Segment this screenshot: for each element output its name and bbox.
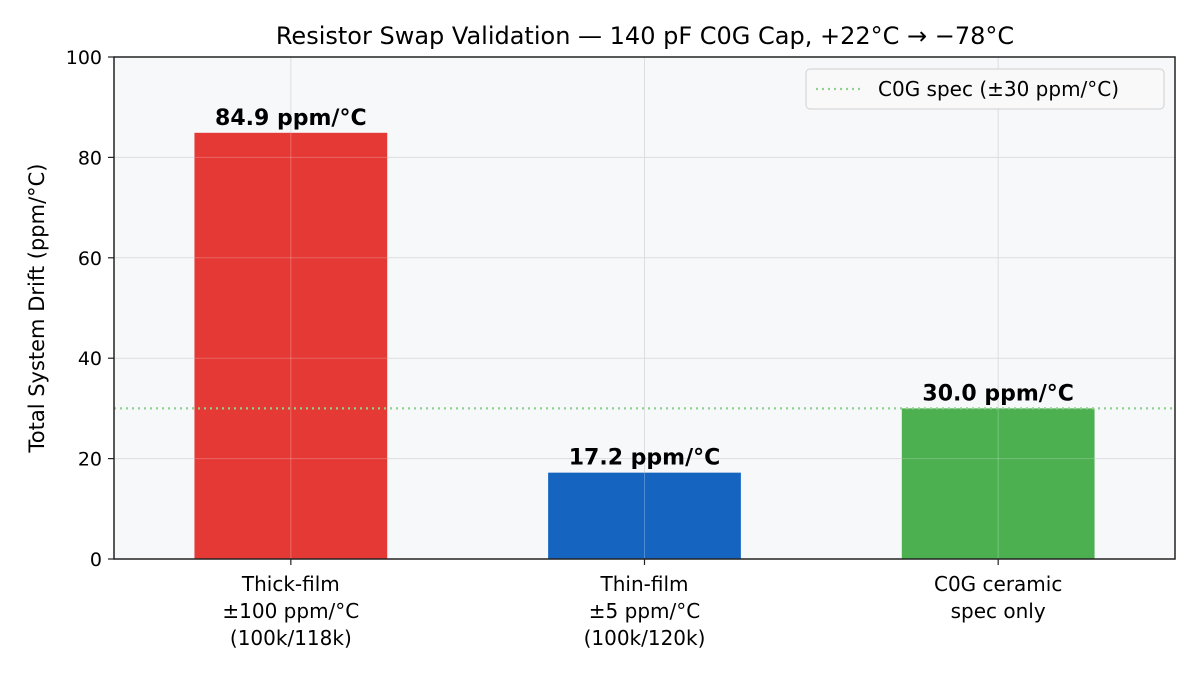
bar bbox=[548, 472, 741, 559]
y-tick-label: 60 bbox=[78, 248, 102, 270]
bars bbox=[194, 132, 1095, 559]
data-labels: 84.9 ppm/°C 17.2 ppm/°C 30.0 ppm/°C bbox=[215, 106, 1074, 471]
legend-box bbox=[805, 68, 1165, 110]
y-axis-ticks: 0 20 40 60 80 100 bbox=[66, 47, 114, 571]
bar bbox=[194, 132, 388, 559]
y-tick-label: 100 bbox=[66, 47, 102, 69]
x-tick-label: C0G ceramic bbox=[934, 572, 1062, 596]
x-tick-label: Thick-film bbox=[241, 572, 340, 596]
x-tick-label: ±5 ppm/°C bbox=[589, 599, 700, 623]
x-tick-label: (100k/118k) bbox=[230, 626, 352, 650]
legend: C0G spec (±30 ppm/°C) bbox=[805, 68, 1165, 110]
x-axis-ticks: Thick-film ±100 ppm/°C (100k/118k) Thin-fil… bbox=[222, 559, 1062, 650]
chart-title: Resistor Swap Validation — 140 pF C0G Ca… bbox=[276, 22, 1014, 50]
y-tick-label: 40 bbox=[78, 348, 102, 370]
x-tick-label: ±100 ppm/°C bbox=[222, 599, 359, 623]
bar bbox=[901, 408, 1095, 559]
x-tick-label: (100k/120k) bbox=[584, 626, 706, 650]
data-label: 84.9 ppm/°C bbox=[215, 106, 367, 131]
legend-label: C0G spec (±30 ppm/°C) bbox=[878, 77, 1119, 101]
y-axis-label: Total System Drift (ppm/°C) bbox=[25, 163, 49, 453]
x-tick-label: Thin-film bbox=[600, 572, 689, 596]
y-tick-label: 20 bbox=[78, 449, 102, 471]
y-tick-label: 80 bbox=[78, 147, 102, 169]
x-tick-label: spec only bbox=[951, 599, 1046, 623]
data-label: 30.0 ppm/°C bbox=[922, 381, 1074, 406]
y-tick-label: 0 bbox=[90, 549, 102, 571]
data-label: 17.2 ppm/°C bbox=[569, 446, 721, 471]
